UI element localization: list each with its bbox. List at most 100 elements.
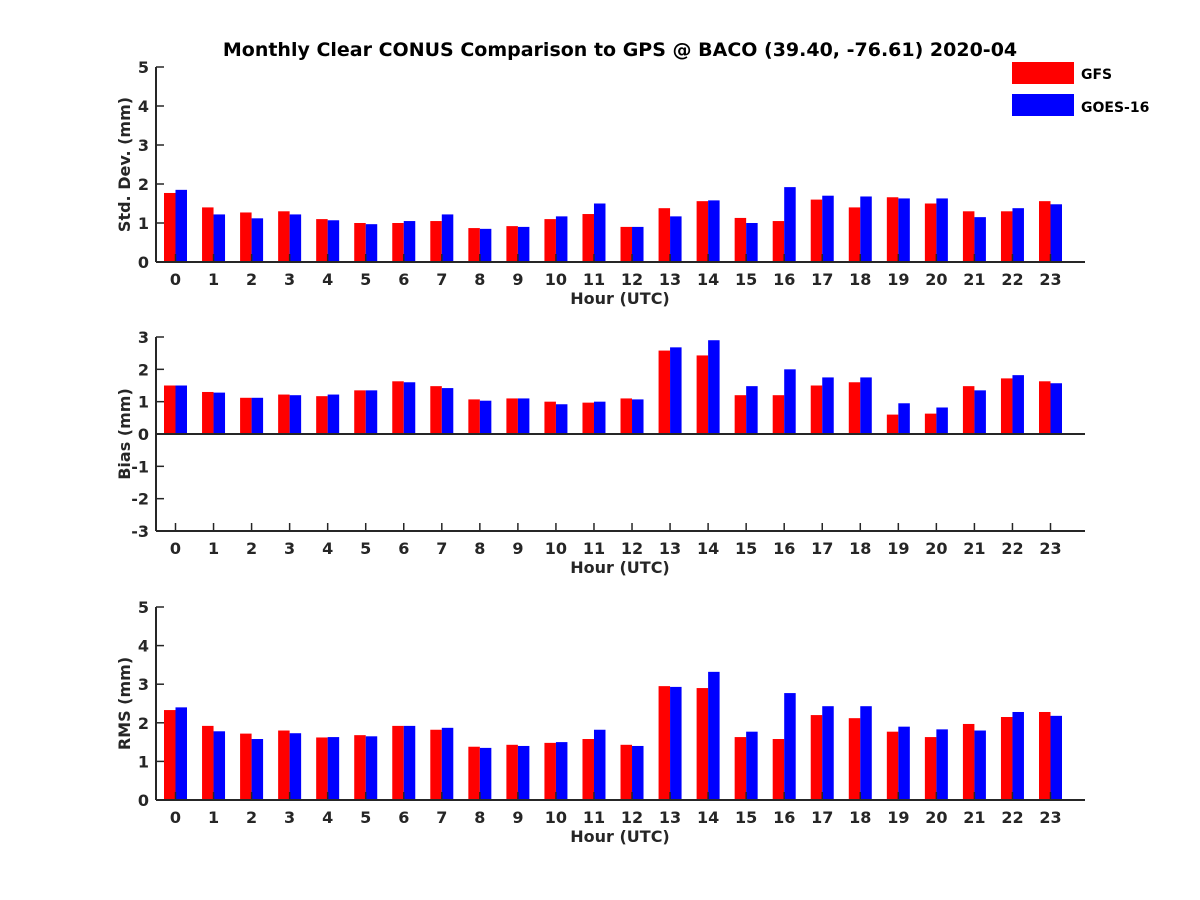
- std-dev-bar-goes16-9: [517, 226, 530, 262]
- bias-bar-goes16-4: [327, 394, 340, 434]
- rms-x-tick-label-9: 9: [512, 808, 523, 827]
- std-dev-x-axis-label: Hour (UTC): [570, 289, 670, 308]
- rms-x-tick-label-15: 15: [735, 808, 757, 827]
- rms-bar-goes16-0: [175, 707, 187, 800]
- std-dev-y-axis-label: Std. Dev. (mm): [115, 97, 134, 232]
- bias-x-tick-label-14: 14: [697, 539, 719, 558]
- std-dev-x-tick-label-2: 2: [246, 270, 257, 289]
- rms-bar-gfs-21: [962, 723, 975, 800]
- rms-bar-gfs-22: [1000, 717, 1013, 800]
- bias-y-axis-label: Bias (mm): [115, 388, 134, 480]
- std-dev-bar-gfs-22: [1000, 211, 1013, 262]
- bias-x-tick-label-8: 8: [474, 539, 485, 558]
- rms-bar-goes16-6: [403, 725, 416, 800]
- rms-x-tick-label-19: 19: [887, 808, 909, 827]
- std-dev-x-tick-label-13: 13: [659, 270, 681, 289]
- rms-bar-gfs-2: [240, 733, 252, 800]
- std-dev-y-tick-label-2: 2: [138, 175, 149, 194]
- legend-swatch-goes16: [1012, 94, 1074, 116]
- rms-x-tick-label-11: 11: [583, 808, 605, 827]
- std-dev-bar-gfs-8: [468, 228, 480, 262]
- rms-x-tick-label-14: 14: [697, 808, 719, 827]
- bias-bar-gfs-9: [506, 398, 518, 434]
- bias-bar-goes16-0: [175, 385, 187, 434]
- bias-x-tick-label-13: 13: [659, 539, 681, 558]
- std-dev-bar-gfs-6: [392, 223, 404, 262]
- rms-y-tick-label-4: 4: [138, 637, 149, 656]
- std-dev-bar-gfs-2: [240, 212, 252, 262]
- rms-bar-gfs-4: [316, 737, 328, 800]
- std-dev-bar-gfs-11: [582, 214, 594, 262]
- std-dev-bar-gfs-1: [202, 207, 214, 262]
- std-dev-bar-gfs-13: [658, 208, 671, 262]
- bias-x-tick-label-5: 5: [360, 539, 371, 558]
- bias-y-tick-label-0: 0: [138, 425, 149, 444]
- bias-x-tick-label-20: 20: [925, 539, 947, 558]
- std-dev-bar-goes16-2: [251, 218, 264, 262]
- rms-x-tick-label-4: 4: [322, 808, 333, 827]
- rms-bar-gfs-8: [468, 746, 480, 800]
- std-dev-bar-gfs-5: [354, 223, 366, 262]
- std-dev-bar-goes16-7: [441, 214, 454, 262]
- rms-y-axis-label: RMS (mm): [115, 657, 134, 750]
- std-dev-x-tick-label-22: 22: [1001, 270, 1023, 289]
- std-dev-bar-gfs-14: [696, 201, 709, 262]
- rms-bar-gfs-15: [734, 737, 747, 800]
- rms-bar-gfs-14: [696, 688, 709, 800]
- bias-bar-goes16-10: [555, 404, 568, 434]
- bias-x-tick-label-10: 10: [545, 539, 567, 558]
- std-dev-bar-goes16-0: [175, 189, 187, 262]
- rms-bar-gfs-10: [544, 742, 556, 800]
- bias-bar-goes16-8: [479, 400, 492, 434]
- rms-y-tick-label-2: 2: [138, 714, 149, 733]
- bias-bar-gfs-23: [1039, 381, 1051, 434]
- bias-bar-gfs-7: [430, 386, 442, 434]
- std-dev-bar-gfs-3: [278, 211, 290, 262]
- std-dev-x-tick-label-1: 1: [208, 270, 219, 289]
- std-dev-y-tick-label-1: 1: [138, 214, 149, 233]
- bias-x-axis-label: Hour (UTC): [570, 558, 670, 577]
- bias-bar-gfs-1: [202, 391, 214, 434]
- rms-x-tick-label-2: 2: [246, 808, 257, 827]
- rms-bar-gfs-11: [582, 739, 594, 800]
- bias-bar-goes16-19: [898, 403, 910, 434]
- bias-x-tick-label-19: 19: [887, 539, 909, 558]
- rms-bar-goes16-7: [441, 727, 454, 800]
- rms-x-tick-label-21: 21: [963, 808, 985, 827]
- bias-bar-goes16-12: [632, 399, 644, 434]
- std-dev-bar-goes16-10: [555, 216, 568, 262]
- bias-bar-gfs-18: [848, 382, 861, 434]
- bias-bar-gfs-12: [620, 398, 633, 434]
- std-dev-bar-goes16-1: [213, 214, 226, 262]
- std-dev-bar-goes16-15: [746, 223, 758, 262]
- bias-bar-goes16-16: [784, 369, 796, 434]
- bias-x-tick-label-17: 17: [811, 539, 833, 558]
- std-dev-bar-gfs-15: [734, 217, 747, 262]
- rms-bar-gfs-12: [620, 744, 633, 800]
- bias-x-tick-label-23: 23: [1039, 539, 1061, 558]
- bias-bar-goes16-1: [213, 392, 226, 434]
- bias-bar-goes16-2: [251, 397, 264, 434]
- rms-x-tick-label-23: 23: [1039, 808, 1061, 827]
- bias-bar-goes16-6: [403, 382, 416, 434]
- std-dev-bar-gfs-0: [164, 192, 176, 262]
- bias-bar-goes16-3: [289, 395, 302, 434]
- bias-bar-gfs-13: [658, 350, 671, 434]
- rms-bar-goes16-8: [479, 747, 492, 800]
- rms-x-tick-label-8: 8: [474, 808, 485, 827]
- std-dev-x-tick-label-16: 16: [773, 270, 795, 289]
- rms-x-tick-label-6: 6: [398, 808, 409, 827]
- std-dev-x-tick-label-17: 17: [811, 270, 833, 289]
- rms-y-tick-label-0: 0: [138, 791, 149, 810]
- rms-bar-gfs-20: [924, 737, 937, 800]
- std-dev-bar-goes16-20: [936, 198, 948, 262]
- bias-bar-gfs-11: [582, 402, 594, 434]
- rms-x-tick-label-17: 17: [811, 808, 833, 827]
- bias-y-tick-label--3: -3: [131, 522, 149, 541]
- bias-bar-gfs-17: [810, 385, 823, 434]
- std-dev-y-tick-label-4: 4: [138, 97, 149, 116]
- rms-bar-goes16-15: [746, 731, 758, 800]
- std-dev-y-tick-label-0: 0: [138, 253, 149, 272]
